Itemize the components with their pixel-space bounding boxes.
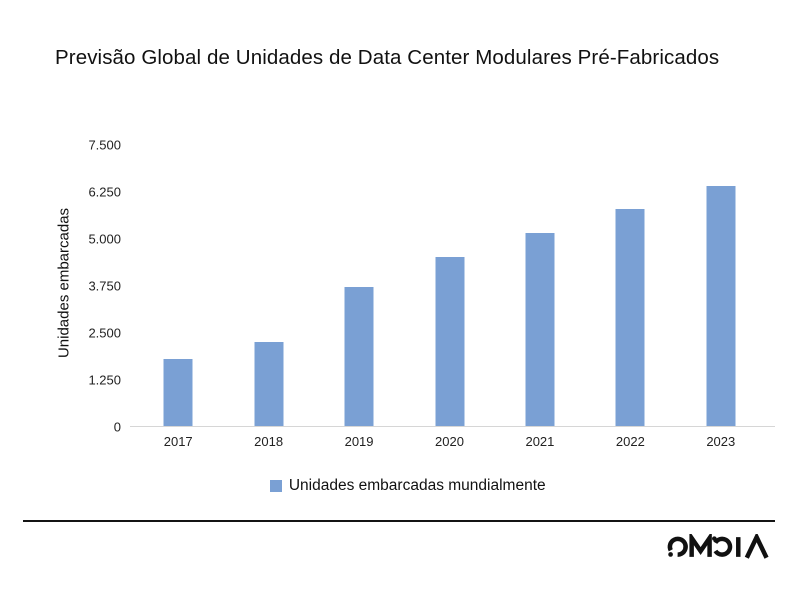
logo-letter-m <box>689 534 712 557</box>
x-tick-label-2021: 2021 <box>525 434 555 449</box>
x-tick-label-2020: 2020 <box>435 434 464 449</box>
x-tick-label-2023: 2023 <box>706 434 736 449</box>
chart-title: Previsão Global de Unidades de Data Cent… <box>55 46 720 69</box>
logo-dot-d <box>712 536 717 541</box>
legend-swatch <box>270 480 282 492</box>
logo-letter-d <box>712 536 733 557</box>
bar-2022 <box>615 208 645 426</box>
bar-2023 <box>706 186 736 426</box>
plot-area <box>130 145 775 427</box>
bar-2017 <box>163 358 193 426</box>
x-tick-label-2017: 2017 <box>163 434 193 449</box>
legend: Unidades embarcadas mundialmente <box>0 477 800 495</box>
legend-label: Unidades embarcadas mundialmente <box>288 477 546 494</box>
bar-2021 <box>525 233 555 426</box>
footer-divider <box>23 520 775 522</box>
bar-series <box>133 145 766 426</box>
y-tick-label: 2.500 <box>88 325 121 341</box>
x-tick-label-2022: 2022 <box>615 434 645 449</box>
bar-2018 <box>254 341 284 426</box>
x-axis-tick-labels: 2017 2018 2019 2020 2021 2022 2023 <box>133 434 766 450</box>
x-tick-label-2018: 2018 <box>254 434 284 449</box>
y-tick-label: 6.250 <box>88 184 121 200</box>
y-tick-label: 3.750 <box>88 278 121 294</box>
y-axis-tick-labels: 7.500 6.250 5.000 3.750 2.500 1.250 0 <box>0 138 121 435</box>
logo-letter-a <box>744 534 769 559</box>
bar-2020 <box>435 257 464 426</box>
x-tick-label-2019: 2019 <box>344 434 374 449</box>
y-tick-label: 0 <box>113 419 121 435</box>
y-tick-label: 7.500 <box>88 137 121 153</box>
omdia-logo <box>667 534 769 559</box>
y-tick-label: 1.250 <box>88 372 121 388</box>
logo-dot-o <box>668 552 673 557</box>
y-tick-label: 5.000 <box>88 231 121 247</box>
bar-2019 <box>344 287 374 426</box>
